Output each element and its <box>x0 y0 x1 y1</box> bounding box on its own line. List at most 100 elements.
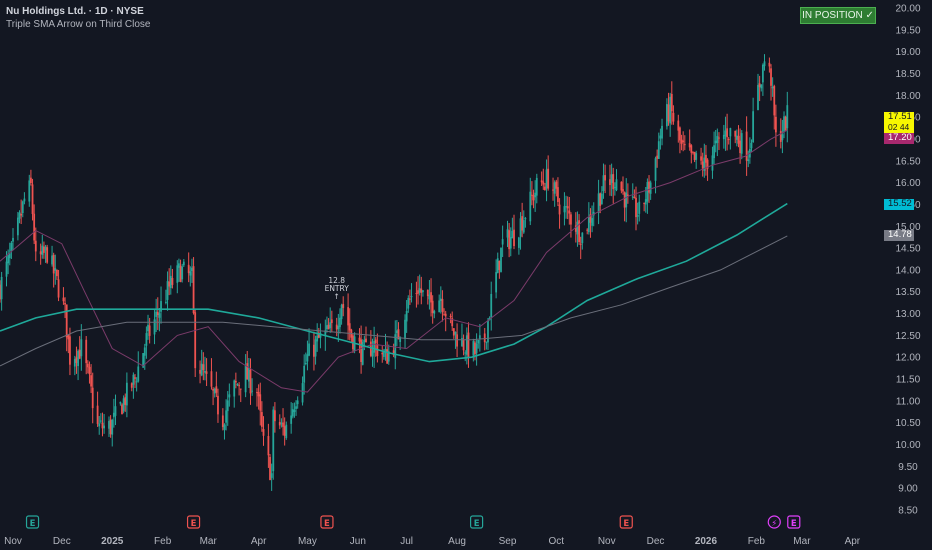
time-tick-label: Mar <box>793 536 811 547</box>
candle <box>679 126 681 154</box>
time-axis[interactable]: Nov Dec 2025 Feb Mar Apr May Jun Jul Aug Sep Oct Nov… <box>4 536 861 547</box>
candle <box>718 132 720 151</box>
candle <box>529 177 532 226</box>
candle <box>111 418 114 447</box>
candle <box>304 352 307 366</box>
candle <box>682 131 685 152</box>
candle <box>69 327 71 376</box>
candle <box>600 186 603 205</box>
candle <box>57 269 60 302</box>
earnings-event-icon[interactable]: E <box>320 515 334 529</box>
candle <box>239 388 242 403</box>
candle <box>646 178 649 214</box>
candle <box>407 295 410 313</box>
candle <box>86 360 89 374</box>
candle <box>763 54 766 71</box>
candle <box>540 171 543 186</box>
candle <box>405 300 408 333</box>
candle <box>613 182 616 196</box>
candle <box>693 151 696 163</box>
candle <box>638 194 641 222</box>
candle <box>666 98 668 130</box>
candle <box>498 260 501 279</box>
chart-header: Nu Holdings Ltd. · 1D · NYSE Triple SMA … <box>6 5 151 31</box>
earnings-event-icon[interactable]: E <box>25 515 40 529</box>
candle <box>558 198 561 229</box>
candle <box>441 290 444 322</box>
candle <box>73 355 76 376</box>
candle <box>589 208 592 238</box>
candle <box>64 297 66 319</box>
candle <box>114 394 117 426</box>
entry-label: ENTRY <box>325 284 350 293</box>
candle <box>12 228 14 251</box>
candle <box>158 308 161 332</box>
candle <box>165 289 167 305</box>
candle <box>30 169 32 186</box>
price-tick-label: 15.00 <box>895 222 920 233</box>
candle <box>155 298 158 333</box>
earnings-event-icon[interactable]: E <box>186 515 201 529</box>
candle <box>96 391 99 427</box>
price-tick-label: 19.00 <box>895 47 920 58</box>
sma-fast-tag: 17.20 <box>884 133 914 144</box>
candle <box>18 210 21 224</box>
candle <box>23 192 26 205</box>
candle <box>130 382 133 392</box>
earnings-event-icon[interactable]: E <box>469 515 484 529</box>
symbol-title[interactable]: Nu Holdings Ltd. · 1D · NYSE <box>6 6 144 17</box>
candle <box>246 350 249 380</box>
time-tick-label: Dec <box>53 536 71 547</box>
candle <box>757 73 759 111</box>
price-tick-label: 16.00 <box>895 178 920 189</box>
candle <box>659 128 662 150</box>
candle <box>534 180 537 212</box>
time-tick-label: Jul <box>400 536 413 547</box>
candle <box>189 266 192 287</box>
candle <box>308 328 310 357</box>
candle <box>713 131 715 165</box>
candle <box>223 423 226 440</box>
time-tick-label: Apr <box>251 536 267 547</box>
candle <box>544 183 546 191</box>
candle <box>122 395 125 414</box>
sma-fast-line <box>0 129 788 393</box>
candle <box>291 403 294 419</box>
candle <box>80 324 83 371</box>
candle <box>750 139 753 153</box>
candle <box>472 338 475 362</box>
candle <box>626 183 629 204</box>
candle <box>591 205 593 233</box>
indicator-name[interactable]: Triple SMA Arrow on Third Close <box>6 19 151 30</box>
candle <box>524 216 527 228</box>
candle <box>135 377 138 392</box>
price-tick-label: 16.50 <box>895 156 920 167</box>
time-tick-label: Feb <box>748 536 766 547</box>
candle <box>272 406 275 480</box>
time-tick-label: Mar <box>200 536 218 547</box>
candle <box>657 132 660 159</box>
candle <box>604 164 607 194</box>
candle <box>443 308 445 316</box>
earnings-event-icon[interactable]: E <box>787 515 801 529</box>
candle <box>221 408 224 431</box>
candle <box>51 245 53 267</box>
candle <box>451 311 454 331</box>
time-tick-label: Oct <box>549 536 565 547</box>
candle <box>716 128 719 157</box>
split-event-icon[interactable]: ⚡ <box>767 515 781 529</box>
earnings-event-icon[interactable]: E <box>619 515 633 529</box>
candle <box>394 320 397 370</box>
candle <box>771 77 774 97</box>
candle <box>570 212 572 238</box>
candle <box>576 211 579 247</box>
candle <box>726 113 728 151</box>
event-markers[interactable]: E E E E E ⚡ E <box>25 515 801 529</box>
candle <box>247 358 250 388</box>
price-tick-label: 9.00 <box>898 484 918 495</box>
candle <box>212 387 214 406</box>
price-axis[interactable]: 20.0019.5019.0018.5018.0017.5017.0016.50… <box>895 4 920 517</box>
candle <box>202 352 205 381</box>
